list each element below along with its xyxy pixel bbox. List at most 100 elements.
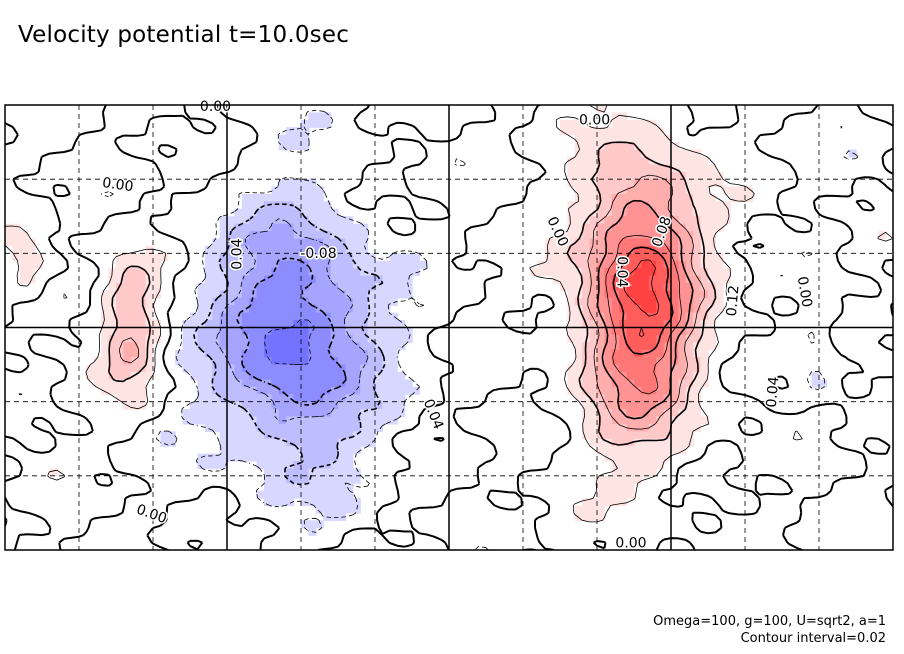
shade-cell [241, 394, 250, 403]
shade-cell [663, 164, 672, 173]
shade-cell [293, 483, 302, 492]
shade-cell [626, 253, 635, 262]
shade-cell [700, 223, 709, 232]
shade-cell [582, 127, 591, 136]
shade-cell [301, 127, 309, 136]
shade-cell [611, 401, 620, 410]
shade-cell [286, 490, 295, 499]
shade-cell [293, 305, 302, 314]
shade-cell [597, 409, 605, 418]
shade-cell [241, 297, 250, 306]
shade-cell [212, 453, 221, 462]
shade-cell [597, 394, 605, 403]
shade-cell [685, 342, 694, 351]
shade-cell [338, 483, 346, 492]
shade-cell [286, 342, 295, 351]
contour-label: 0.04 [764, 376, 783, 409]
shade-cell [234, 453, 243, 462]
shade-cell [241, 446, 250, 455]
shade-cell [626, 216, 635, 225]
shade-cell [345, 498, 354, 507]
shade-cell [700, 320, 709, 329]
shade-cell [567, 275, 576, 284]
shade-cell [648, 283, 657, 292]
shade-cell [648, 216, 657, 225]
shade-cell [397, 283, 406, 292]
shade-cell [574, 186, 583, 195]
shade-cell [656, 275, 665, 284]
shade-cell [567, 372, 576, 381]
shade-cell [116, 297, 124, 306]
shade-cell [671, 245, 679, 254]
shade-cell [352, 357, 361, 366]
shade-cell [315, 268, 324, 277]
shade-cell [345, 483, 354, 492]
shade-cell [641, 201, 650, 210]
shade-cell [389, 260, 398, 269]
shade-cell [116, 386, 124, 395]
shade-cell [626, 416, 635, 425]
shade-cell [286, 290, 295, 299]
shade-cell [197, 290, 206, 299]
shade-cell [241, 194, 250, 203]
shade-cell [278, 386, 287, 395]
shade-cell [264, 468, 272, 477]
shade-cell [567, 127, 576, 136]
shade-cell [700, 231, 709, 240]
shade-cell [345, 386, 354, 395]
shade-cell [323, 394, 332, 403]
shade-cell [641, 468, 650, 477]
shade-cell [249, 401, 258, 410]
shade-cell [286, 498, 295, 507]
shade-cell [693, 245, 702, 254]
shade-cell [589, 342, 598, 351]
shade-cell [264, 483, 272, 492]
shade-cell [685, 164, 694, 173]
shade-cell [597, 305, 605, 314]
shade-cell [552, 268, 561, 277]
shade-cell [367, 297, 376, 306]
shade-cell [338, 423, 346, 432]
shade-cell [404, 386, 413, 395]
shade-cell [234, 320, 243, 329]
shade-cell [301, 290, 309, 299]
shade-cell [204, 253, 213, 262]
shade-cell [308, 283, 317, 292]
shade-cell [345, 320, 354, 329]
shade-cell [634, 334, 642, 343]
shade-cell [560, 268, 568, 277]
shade-cell [264, 290, 272, 299]
shade-cell [338, 260, 346, 269]
shade-cell [708, 260, 716, 269]
shade-cell [412, 268, 420, 277]
shade-cell [345, 297, 354, 306]
shade-cell [589, 201, 598, 210]
shade-cell [123, 283, 132, 292]
shade-cell [360, 372, 369, 381]
shade-cell [330, 216, 339, 225]
shade-cell [811, 379, 820, 388]
shade-cell [264, 253, 272, 262]
shade-cell [323, 349, 332, 358]
shade-cell [197, 364, 206, 373]
shade-cell [693, 297, 702, 306]
shade-cell [375, 334, 383, 343]
shade-cell [537, 268, 546, 277]
shade-cell [293, 290, 302, 299]
shade-cell [708, 201, 716, 210]
shade-cell [241, 216, 250, 225]
shade-cell [626, 223, 635, 232]
shade-cell [641, 327, 650, 336]
shade-cell [293, 238, 302, 247]
shade-cell [634, 194, 642, 203]
shade-cell [671, 231, 679, 240]
shade-cell [330, 505, 339, 514]
shade-cell [685, 238, 694, 247]
shade-cell [648, 127, 657, 136]
shade-cell [582, 431, 591, 440]
shade-cell [153, 253, 161, 262]
shade-cell [663, 238, 672, 247]
shade-cell [212, 364, 221, 373]
shade-cell [323, 505, 332, 514]
